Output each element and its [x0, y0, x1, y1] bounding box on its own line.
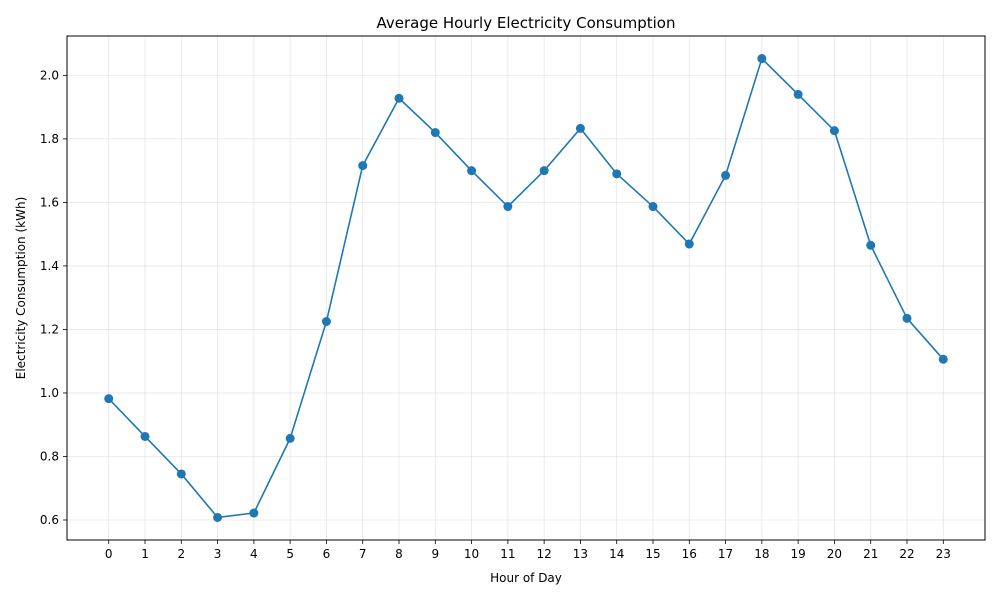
data-point: [902, 313, 912, 323]
y-tick-label: 1.4: [40, 259, 59, 273]
y-tick-label: 0.8: [40, 449, 59, 463]
grid: [67, 36, 985, 540]
x-tick-label: 0: [105, 547, 113, 561]
y-tick-label: 1.6: [40, 195, 59, 209]
plot-frame: [66, 35, 986, 541]
series-line: [108, 57, 944, 519]
y-tick-label: 1.2: [40, 322, 59, 336]
x-tick-label: 2: [177, 547, 185, 561]
x-tick-label: 23: [936, 547, 951, 561]
y-tick-label: 2.0: [40, 68, 59, 82]
data-point: [104, 394, 114, 404]
x-tick-label: 13: [573, 547, 588, 561]
x-tick-label: 7: [359, 547, 367, 561]
data-point: [539, 166, 549, 176]
x-tick-label: 15: [645, 547, 660, 561]
data-point: [684, 239, 694, 249]
data-point: [575, 123, 585, 133]
data-point: [213, 512, 223, 522]
data-point: [358, 161, 368, 171]
x-tick-label: 18: [754, 547, 769, 561]
y-tick-label: 0.6: [40, 513, 59, 527]
x-tick-label: 17: [718, 547, 733, 561]
x-tick-label: 10: [464, 547, 479, 561]
data-point: [721, 170, 731, 180]
data-point: [321, 317, 331, 327]
data-point: [503, 202, 513, 212]
x-tick-label: 22: [899, 547, 914, 561]
data-point: [430, 128, 440, 138]
y-axis-ticks: 0.6 0.8 1.0 1.2 1.4 1.6 1.8 2.0: [40, 68, 67, 527]
data-point: [648, 202, 658, 212]
x-tick-label: 5: [286, 547, 294, 561]
x-axis-label: Hour of Day: [490, 571, 562, 585]
y-tick-label: 1.8: [40, 132, 59, 146]
data-point: [612, 169, 622, 179]
x-tick-label: 8: [395, 547, 403, 561]
data-point: [249, 508, 259, 518]
x-tick-label: 11: [500, 547, 515, 561]
x-tick-label: 20: [827, 547, 842, 561]
x-axis-ticks: 0 1 2 3 4 5 6 7 8 9 10 11 12 13 14 15 16 17 18 19 20 21 22 23: [105, 540, 951, 561]
data-point: [757, 54, 767, 64]
y-tick-label: 1.0: [40, 386, 59, 400]
data-point: [938, 354, 948, 364]
x-tick-label: 1: [141, 547, 149, 561]
x-tick-label: 14: [609, 547, 624, 561]
data-point: [285, 433, 295, 443]
x-tick-label: 4: [250, 547, 258, 561]
data-point: [394, 93, 404, 103]
data-point: [866, 240, 876, 250]
data-point: [140, 431, 150, 441]
series-layer: [104, 54, 948, 522]
x-tick-label: 9: [431, 547, 439, 561]
x-tick-label: 3: [214, 547, 222, 561]
x-tick-label: 12: [537, 547, 552, 561]
data-point: [176, 469, 186, 479]
data-point: [793, 89, 803, 99]
x-tick-label: 19: [790, 547, 805, 561]
x-tick-label: 16: [682, 547, 697, 561]
x-tick-label: 21: [863, 547, 878, 561]
data-point: [467, 166, 477, 176]
chart-title: Average Hourly Electricity Consumption: [377, 14, 676, 32]
y-axis-label: Electricity Consumption (kWh): [14, 197, 28, 380]
data-point: [829, 126, 839, 136]
x-tick-label: 6: [323, 547, 331, 561]
